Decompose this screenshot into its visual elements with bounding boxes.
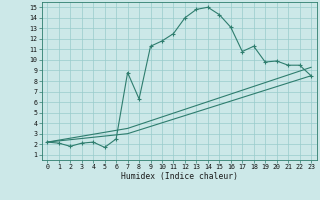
X-axis label: Humidex (Indice chaleur): Humidex (Indice chaleur) bbox=[121, 172, 238, 181]
